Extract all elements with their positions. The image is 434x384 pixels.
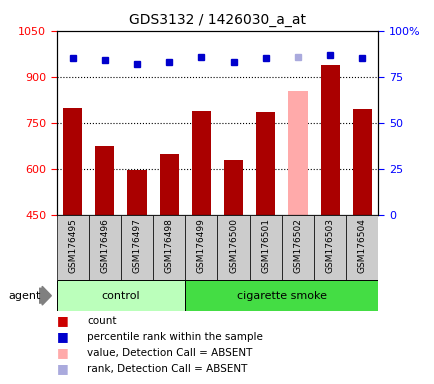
Bar	[345, 215, 378, 280]
Bar	[56, 280, 185, 311]
Text: GSM176497: GSM176497	[132, 218, 141, 273]
Bar	[95, 146, 114, 215]
Text: GSM176499: GSM176499	[197, 218, 205, 273]
Text: ■: ■	[56, 314, 68, 327]
Text: GSM176498: GSM176498	[164, 218, 173, 273]
Bar	[256, 112, 275, 215]
Bar	[185, 280, 378, 311]
Bar	[63, 108, 82, 215]
Text: count: count	[87, 316, 116, 326]
Text: ■: ■	[56, 330, 68, 343]
Text: GSM176504: GSM176504	[357, 218, 366, 273]
FancyArrow shape	[39, 286, 51, 305]
Bar	[56, 215, 89, 280]
Bar	[281, 215, 313, 280]
Bar	[89, 215, 121, 280]
Text: GDS3132 / 1426030_a_at: GDS3132 / 1426030_a_at	[129, 13, 305, 27]
Text: ■: ■	[56, 362, 68, 376]
Text: GSM176500: GSM176500	[229, 218, 237, 273]
Text: GSM176503: GSM176503	[325, 218, 334, 273]
Bar	[224, 160, 243, 215]
Text: value, Detection Call = ABSENT: value, Detection Call = ABSENT	[87, 348, 252, 358]
Text: rank, Detection Call = ABSENT: rank, Detection Call = ABSENT	[87, 364, 247, 374]
Bar	[313, 215, 345, 280]
Bar	[159, 154, 178, 215]
Text: GSM176495: GSM176495	[68, 218, 77, 273]
Bar	[352, 109, 371, 215]
Bar	[217, 215, 249, 280]
Text: GSM176496: GSM176496	[100, 218, 109, 273]
Bar	[320, 65, 339, 215]
Text: GSM176502: GSM176502	[293, 218, 302, 273]
Text: ■: ■	[56, 346, 68, 359]
Bar	[185, 215, 217, 280]
Text: cigarette smoke: cigarette smoke	[237, 291, 326, 301]
Bar	[121, 215, 153, 280]
Bar	[127, 170, 146, 215]
Bar	[153, 215, 185, 280]
Bar	[191, 111, 210, 215]
Text: GSM176501: GSM176501	[261, 218, 270, 273]
Bar	[288, 91, 307, 215]
Text: agent: agent	[9, 291, 41, 301]
Text: percentile rank within the sample: percentile rank within the sample	[87, 332, 262, 342]
Bar	[249, 215, 281, 280]
Text: control: control	[102, 291, 140, 301]
